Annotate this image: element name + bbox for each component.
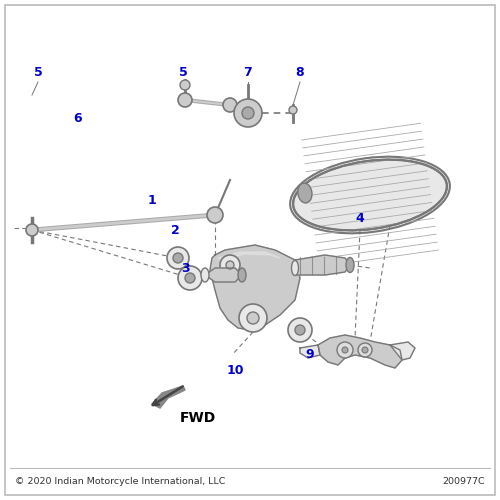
Ellipse shape [201, 268, 209, 282]
Text: 3: 3 [180, 262, 190, 274]
Circle shape [342, 347, 348, 353]
Circle shape [26, 224, 38, 236]
Circle shape [178, 266, 202, 290]
Ellipse shape [346, 258, 354, 272]
Polygon shape [205, 268, 242, 282]
Text: 1: 1 [148, 194, 156, 206]
Circle shape [167, 247, 189, 269]
Ellipse shape [298, 183, 312, 203]
Text: © 2020 Indian Motorcycle International, LLC: © 2020 Indian Motorcycle International, … [15, 478, 226, 486]
Circle shape [180, 80, 190, 90]
Polygon shape [295, 255, 350, 275]
Ellipse shape [292, 260, 298, 276]
Polygon shape [318, 335, 402, 368]
Circle shape [234, 99, 262, 127]
Circle shape [178, 93, 192, 107]
Ellipse shape [290, 156, 450, 234]
Text: 5: 5 [178, 66, 188, 78]
Polygon shape [390, 342, 415, 360]
Circle shape [247, 312, 259, 324]
Circle shape [220, 255, 240, 275]
Polygon shape [152, 386, 185, 408]
Text: 4: 4 [356, 212, 364, 224]
Polygon shape [218, 252, 280, 260]
Text: FWD: FWD [180, 411, 216, 425]
Circle shape [223, 98, 237, 112]
Circle shape [185, 273, 195, 283]
Polygon shape [300, 345, 320, 358]
Circle shape [288, 318, 312, 342]
Text: 5: 5 [34, 66, 42, 78]
Circle shape [207, 207, 223, 223]
Circle shape [289, 106, 297, 114]
Text: 6: 6 [74, 112, 82, 124]
Circle shape [239, 304, 267, 332]
Circle shape [242, 107, 254, 119]
Circle shape [362, 347, 368, 353]
Ellipse shape [293, 160, 447, 230]
Circle shape [337, 342, 353, 358]
Circle shape [295, 325, 305, 335]
Text: 2: 2 [170, 224, 179, 236]
Text: 200977C: 200977C [442, 478, 485, 486]
Text: 10: 10 [226, 364, 244, 376]
Ellipse shape [238, 268, 246, 282]
Text: 8: 8 [296, 66, 304, 78]
Text: 7: 7 [244, 66, 252, 78]
Circle shape [173, 253, 183, 263]
Circle shape [226, 261, 234, 269]
Polygon shape [210, 245, 300, 330]
Text: 9: 9 [306, 348, 314, 362]
Circle shape [358, 343, 372, 357]
